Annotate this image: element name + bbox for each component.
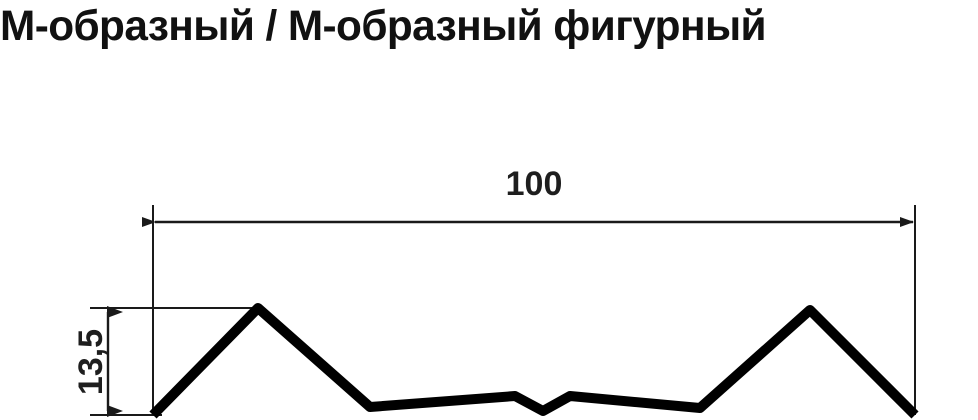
page-title: М-образный / М-образный фигурный — [0, 2, 767, 50]
dimension-label-width: 100 — [505, 165, 563, 203]
profile-cross-section — [149, 303, 919, 419]
dimension-label-height: 13,5 — [72, 328, 110, 396]
